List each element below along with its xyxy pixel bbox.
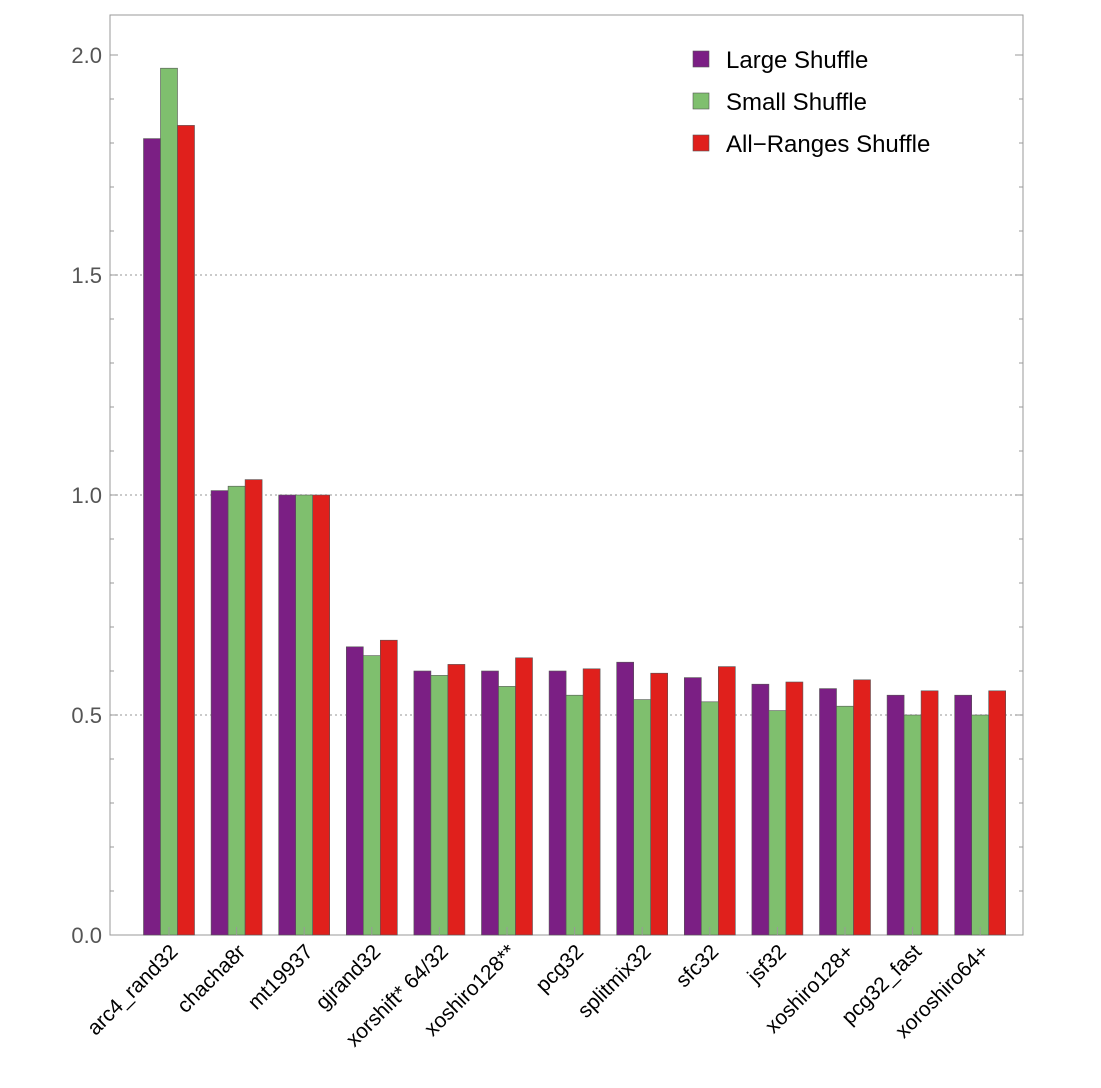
bar	[345, 646, 364, 936]
y-tick-label: 1.0	[71, 483, 102, 508]
bar	[312, 494, 331, 936]
bar	[177, 125, 195, 936]
bar	[700, 701, 719, 936]
bar	[683, 677, 702, 936]
bar	[633, 699, 652, 936]
bar	[886, 694, 905, 936]
bar	[853, 679, 871, 936]
legend: Large Shuffle Small Shuffle All−Ranges Shu…	[692, 47, 930, 158]
bar	[565, 694, 584, 936]
bar	[616, 661, 635, 936]
bars	[143, 67, 1007, 936]
bar	[498, 686, 516, 936]
bar	[988, 690, 1007, 936]
legend-swatch	[692, 134, 710, 152]
legend-label: All−Ranges Shuffle	[726, 131, 930, 158]
bar	[548, 670, 567, 936]
bar	[515, 657, 533, 936]
y-tick-label: 0.0	[71, 923, 102, 948]
x-tick-label: splitmix32	[573, 940, 655, 1022]
y-axis: 0.0 0.5 1.0 1.5 2.0	[71, 43, 1023, 948]
bar	[430, 675, 449, 936]
bar	[650, 672, 669, 936]
legend-label: Small Shuffle	[726, 89, 867, 116]
x-axis: arc4_rand32chacha8rmt19937gjrand32xorshi…	[83, 927, 994, 1051]
bar	[244, 479, 263, 936]
legend-label: Large Shuffle	[726, 47, 868, 74]
bar	[143, 138, 161, 936]
y-tick-label: 1.5	[71, 263, 102, 288]
x-tick-label: chacha8r	[173, 940, 250, 1017]
bar	[295, 494, 314, 936]
bar	[413, 670, 432, 936]
x-tick-label: pcg32	[531, 940, 588, 997]
x-tick-label: jsf32	[743, 940, 791, 988]
bar	[954, 694, 973, 936]
bar	[278, 494, 297, 936]
bar	[819, 688, 837, 936]
bar	[785, 681, 804, 936]
bar	[751, 683, 770, 936]
y-tick-label: 2.0	[71, 43, 102, 68]
bar	[920, 690, 939, 936]
bar	[582, 668, 601, 936]
bar	[717, 666, 736, 936]
bar	[903, 714, 922, 936]
bar	[160, 67, 178, 936]
bar	[836, 705, 854, 936]
bar	[768, 710, 787, 936]
bar	[227, 485, 246, 936]
legend-swatch	[692, 50, 710, 68]
x-tick-label: arc4_rand32	[83, 940, 183, 1040]
y-tick-label: 0.5	[71, 703, 102, 728]
bar	[971, 714, 990, 936]
bar	[210, 490, 229, 936]
bar	[481, 670, 499, 936]
x-tick-label: sfc32	[672, 940, 724, 992]
bar	[362, 655, 381, 936]
bar	[379, 639, 398, 936]
bar	[447, 664, 466, 936]
legend-swatch	[692, 92, 710, 110]
x-tick-label: mt19937	[244, 940, 318, 1014]
